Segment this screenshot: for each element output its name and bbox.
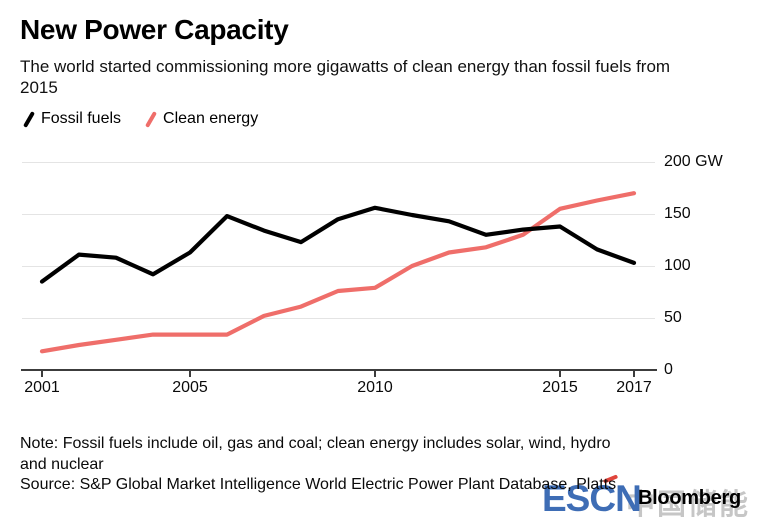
legend-label: Clean energy <box>163 110 259 127</box>
note-text: Note: Fossil fuels include oil, gas and … <box>20 435 611 473</box>
x-tickmark-2010 <box>374 371 376 377</box>
x-axis-label-2010: 2010 <box>357 379 393 396</box>
gridline-200 <box>22 162 655 163</box>
fossil-fuels-line <box>39 205 637 284</box>
y-axis-label-0: 0 <box>664 361 673 378</box>
legend-item-clean-energy: Clean energy <box>145 110 259 128</box>
x-axis-line <box>21 369 657 371</box>
x-axis-label-2001: 2001 <box>24 379 60 396</box>
fossil-fuels-slash-icon <box>23 110 35 128</box>
gridline-150 <box>22 214 655 215</box>
x-axis-label-2015: 2015 <box>542 379 578 396</box>
x-axis-label-2017: 2017 <box>616 379 652 396</box>
x-tickmark-2017 <box>633 371 635 377</box>
legend-label: Fossil fuels <box>41 110 122 127</box>
footnote-block: Note: Fossil fuels include oil, gas and … <box>20 434 628 496</box>
chart-subtitle: The world started commissioning more gig… <box>20 57 671 97</box>
y-axis-label-200: 200 GW <box>664 153 723 170</box>
watermark-cjk-text: 中国储能网 <box>626 489 751 521</box>
x-axis-label-2005: 2005 <box>172 379 208 396</box>
gridline-50 <box>22 318 655 319</box>
page-title: New Power Capacity <box>20 14 289 45</box>
clean-energy-line <box>39 191 637 354</box>
y-axis-label-50: 50 <box>664 309 682 326</box>
source-text: Source: S&P Global Market Intelligence W… <box>20 476 617 493</box>
y-axis-label-150: 150 <box>664 205 691 222</box>
legend-item-fossil-fuels: Fossil fuels <box>23 110 122 128</box>
watermark-escn-logo: ESCN <box>542 478 642 519</box>
chart-legend: Fossil fuels Clean energy <box>23 110 259 128</box>
x-tickmark-2001 <box>41 371 43 377</box>
x-tickmark-2005 <box>189 371 191 377</box>
y-axis-label-100: 100 <box>664 257 691 274</box>
x-tickmark-2015 <box>559 371 561 377</box>
gridline-100 <box>22 266 655 267</box>
clean-energy-slash-icon <box>145 110 158 128</box>
bloomberg-logo: Bloomberg <box>638 487 741 509</box>
